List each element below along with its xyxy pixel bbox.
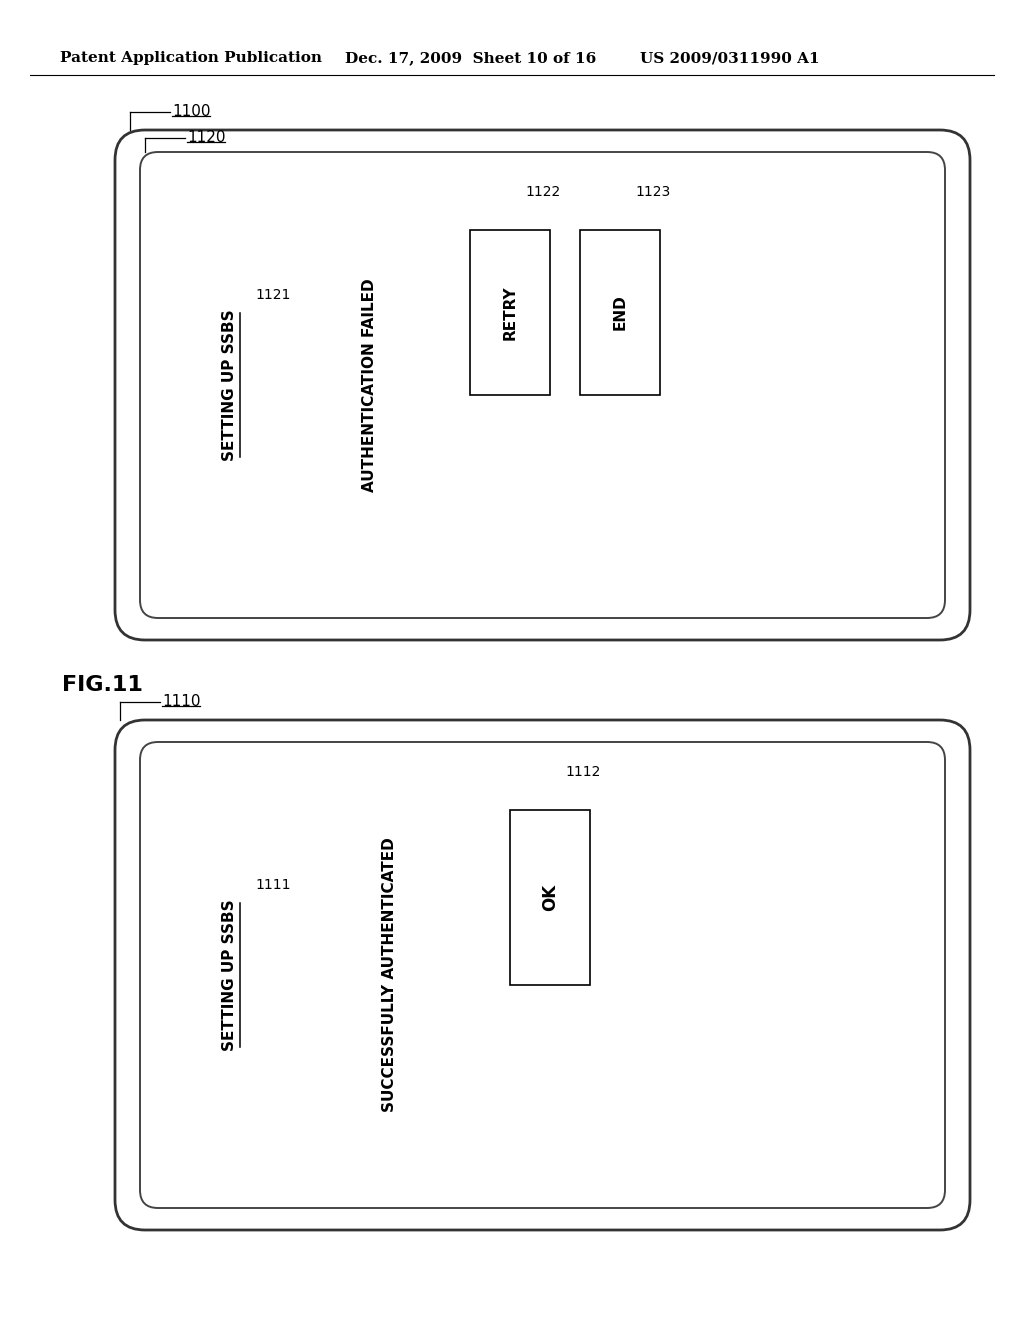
- Text: 1122: 1122: [525, 185, 560, 199]
- Text: FIG.11: FIG.11: [62, 675, 143, 696]
- Text: 1120: 1120: [187, 131, 225, 145]
- FancyBboxPatch shape: [115, 719, 970, 1230]
- FancyBboxPatch shape: [140, 742, 945, 1208]
- Text: 1123: 1123: [635, 185, 671, 199]
- Text: RETRY: RETRY: [503, 285, 517, 339]
- Text: SUCCESSFULLY AUTHENTICATED: SUCCESSFULLY AUTHENTICATED: [383, 838, 397, 1113]
- Text: Dec. 17, 2009  Sheet 10 of 16: Dec. 17, 2009 Sheet 10 of 16: [345, 51, 596, 65]
- Text: SETTING UP SSBS: SETTING UP SSBS: [222, 309, 238, 461]
- Text: AUTHENTICATION FAILED: AUTHENTICATION FAILED: [362, 279, 378, 492]
- Text: 1121: 1121: [255, 288, 291, 302]
- FancyBboxPatch shape: [470, 230, 550, 395]
- FancyBboxPatch shape: [580, 230, 660, 395]
- Text: SETTING UP SSBS: SETTING UP SSBS: [222, 899, 238, 1051]
- Text: Patent Application Publication: Patent Application Publication: [60, 51, 322, 65]
- Text: 1110: 1110: [162, 694, 201, 710]
- FancyBboxPatch shape: [115, 129, 970, 640]
- FancyBboxPatch shape: [510, 810, 590, 985]
- Text: 1111: 1111: [255, 878, 291, 892]
- Text: 1100: 1100: [172, 104, 211, 120]
- FancyBboxPatch shape: [140, 152, 945, 618]
- Text: OK: OK: [541, 884, 559, 911]
- Text: END: END: [612, 294, 628, 330]
- Text: US 2009/0311990 A1: US 2009/0311990 A1: [640, 51, 819, 65]
- Text: 1112: 1112: [565, 766, 600, 779]
